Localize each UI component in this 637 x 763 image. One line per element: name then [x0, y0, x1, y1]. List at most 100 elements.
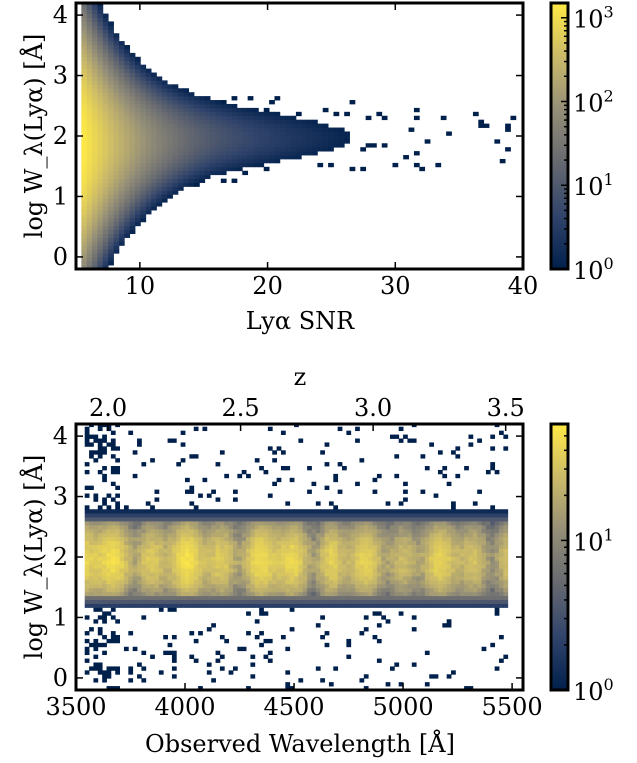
heatmap-cell — [92, 147, 98, 152]
heatmap-cell — [145, 587, 151, 593]
heatmap-cell — [494, 603, 500, 608]
heatmap-cell — [161, 143, 168, 148]
heatmap-cell — [177, 100, 184, 105]
heatmap-cell — [202, 528, 208, 534]
heatmap-cell — [167, 119, 173, 125]
heatmap-cell — [86, 198, 93, 203]
heatmap-cell — [503, 540, 509, 546]
heatmap-cell — [290, 131, 297, 136]
heatmap-cell — [307, 517, 312, 522]
heatmap-cell — [224, 638, 230, 644]
heatmap-cell — [290, 147, 297, 152]
heatmap-cell — [93, 619, 99, 624]
heatmap-cell — [140, 72, 147, 77]
heatmap-cell — [135, 139, 141, 144]
heatmap-cell — [376, 548, 382, 553]
heatmap-cell — [215, 143, 222, 148]
heatmap-cell — [158, 670, 164, 675]
heatmap-cell — [92, 21, 98, 26]
heatmap-cell — [315, 603, 321, 608]
heatmap-cell — [267, 493, 273, 498]
heatmap-cell — [320, 536, 325, 542]
heatmap-cell — [385, 603, 391, 608]
heatmap-cell — [163, 583, 168, 589]
heatmap-cell — [247, 131, 254, 136]
heatmap-cell — [118, 229, 125, 235]
heatmap-cell — [106, 560, 112, 565]
heatmap-cell — [193, 536, 199, 542]
heatmap-cell — [81, 100, 88, 105]
y-tick-label: 0 — [53, 664, 68, 692]
heatmap-cell — [359, 572, 365, 577]
heatmap-cell — [307, 509, 312, 514]
heatmap-cell — [167, 88, 173, 93]
heatmap-cell — [81, 261, 88, 266]
heatmap-cell — [228, 509, 234, 514]
heatmap-cell — [259, 513, 264, 518]
heatmap-cell — [468, 583, 474, 589]
heatmap-cell — [359, 513, 365, 518]
heatmap-cell — [285, 670, 291, 675]
heatmap-cell — [295, 127, 302, 132]
heatmap-cell — [124, 100, 131, 105]
heatmap-cell — [368, 548, 373, 553]
heatmap-cell — [294, 576, 299, 581]
heatmap-cell — [141, 599, 147, 604]
heatmap-cell — [259, 517, 264, 522]
heatmap-cell — [355, 426, 360, 432]
heatmap-cell — [242, 155, 249, 160]
heatmap-cell — [115, 556, 121, 561]
heatmap-cell — [472, 583, 478, 589]
heatmap-cell — [429, 509, 434, 514]
heatmap-cell — [81, 233, 88, 238]
heatmap-cell — [163, 509, 168, 514]
heatmap-cell — [211, 623, 216, 628]
heatmap-cell — [92, 131, 98, 136]
heatmap-cell — [145, 532, 151, 538]
heatmap-cell — [215, 162, 222, 168]
heatmap-cell — [102, 473, 107, 479]
heatmap-cell — [226, 131, 232, 136]
heatmap-cell — [372, 595, 378, 601]
heatmap-cell — [141, 517, 147, 522]
heatmap-cell — [328, 139, 334, 144]
heatmap-cell — [124, 45, 131, 50]
heatmap-cell — [298, 521, 304, 526]
heatmap-cell — [359, 560, 365, 565]
heatmap-cell — [183, 115, 190, 121]
heatmap-cell — [185, 489, 190, 494]
heatmap-cell — [350, 513, 356, 518]
heatmap-cell — [135, 213, 141, 219]
heatmap-cell — [129, 162, 136, 168]
heatmap-cell — [89, 485, 94, 490]
heatmap-cell — [242, 123, 249, 128]
heatmap-cell — [177, 158, 184, 164]
heatmap-cell — [246, 572, 251, 577]
heatmap-cell — [193, 426, 199, 432]
y-tick-label: 2 — [53, 543, 68, 571]
heatmap-cell — [385, 552, 391, 557]
heatmap-cell — [333, 540, 339, 546]
heatmap-cell — [368, 528, 373, 534]
heatmap-cell — [115, 670, 121, 675]
y-tick-label: 1 — [53, 182, 68, 210]
heatmap-cell — [89, 548, 94, 553]
heatmap-cell — [459, 583, 465, 589]
heatmap-cell — [237, 532, 243, 538]
heatmap-cell — [154, 540, 160, 546]
heatmap-cell — [231, 115, 238, 121]
heatmap-cell — [279, 155, 286, 160]
heatmap-cell — [150, 524, 155, 530]
heatmap-cell — [189, 540, 195, 546]
heatmap-cell — [102, 198, 109, 203]
heatmap-cell — [342, 576, 347, 581]
heatmap-cell — [124, 186, 131, 191]
heatmap-cell — [363, 517, 369, 522]
heatmap-cell — [199, 119, 206, 125]
heatmap-cell — [108, 123, 114, 128]
heatmap-cell — [242, 170, 249, 176]
heatmap-cell — [411, 572, 417, 577]
heatmap-cell — [478, 119, 485, 125]
heatmap-cell — [106, 583, 112, 589]
heatmap-cell — [337, 489, 343, 494]
